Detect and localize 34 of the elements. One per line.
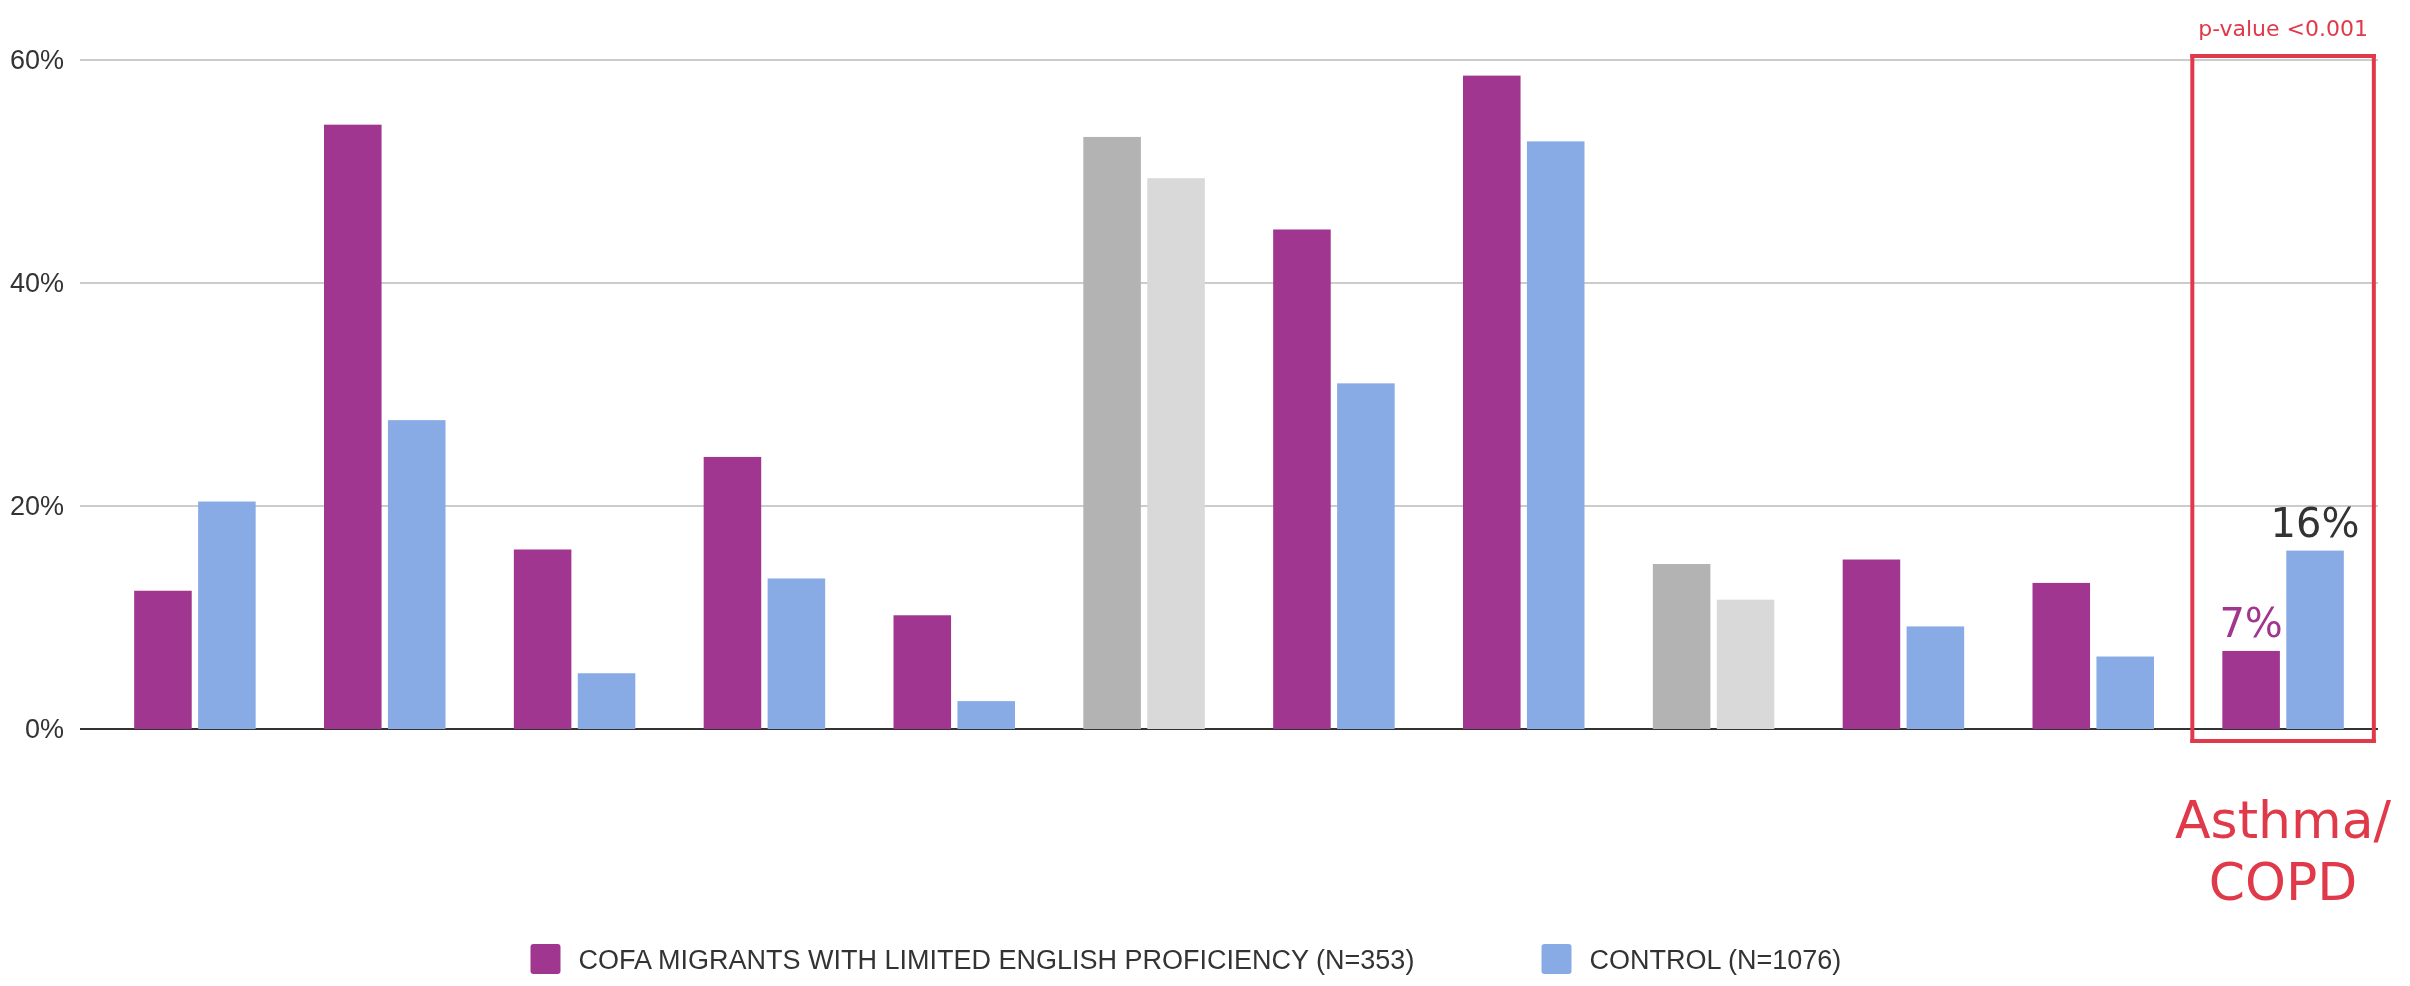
- bar: [1337, 383, 1395, 729]
- bar: [387, 420, 446, 729]
- bar: [513, 549, 572, 729]
- legend-label: CONTROL (N=1076): [1589, 945, 1842, 976]
- bar: [2032, 582, 2091, 729]
- bar: [1842, 559, 1901, 729]
- bar: [134, 590, 192, 729]
- bar: [2286, 550, 2344, 729]
- x-tick-label: Asthma/COPD: [2175, 790, 2392, 912]
- bar: [2096, 656, 2154, 729]
- bar: [1652, 563, 1711, 729]
- bar: [324, 124, 382, 729]
- bar: [957, 701, 1015, 729]
- bar: [893, 615, 952, 729]
- data-label: 7%: [2219, 599, 2283, 646]
- y-tick-label: 20%: [9, 491, 64, 522]
- bar: [1906, 626, 1965, 729]
- bar: [577, 673, 636, 729]
- y-tick-label: 60%: [9, 45, 64, 76]
- y-tick-label: 0%: [24, 714, 64, 745]
- text: p-value <0.001: [2198, 16, 2368, 41]
- bar: [767, 578, 826, 729]
- bar: [1463, 75, 1521, 729]
- bar: [1147, 178, 1205, 729]
- legend-label: COFA MIGRANTS WITH LIMITED ENGLISH PROFICIENCY (N=353): [578, 945, 1415, 976]
- bar: [198, 501, 256, 729]
- data-label: 16%: [2270, 499, 2360, 546]
- bar: [1083, 136, 1141, 729]
- bar: [703, 456, 762, 729]
- bar: [1273, 229, 1331, 729]
- y-tick-label: 40%: [9, 268, 64, 299]
- bar: [1526, 141, 1585, 729]
- bar: [2222, 650, 2280, 729]
- bar: [1716, 599, 1775, 729]
